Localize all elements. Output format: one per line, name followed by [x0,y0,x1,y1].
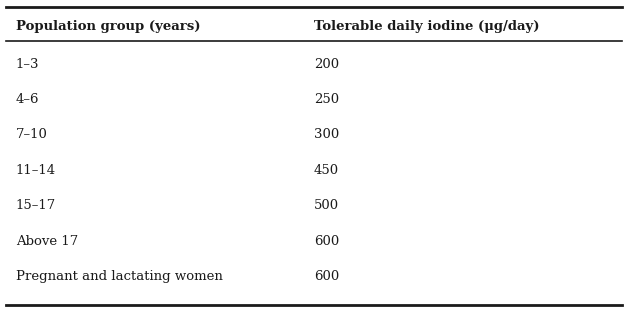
Text: 250: 250 [314,93,339,106]
Text: 600: 600 [314,270,339,283]
Text: 500: 500 [314,199,339,212]
Text: Pregnant and lactating women: Pregnant and lactating women [16,270,222,283]
Text: 200: 200 [314,58,339,71]
Text: 4–6: 4–6 [16,93,39,106]
Text: Tolerable daily iodine (μg/day): Tolerable daily iodine (μg/day) [314,20,539,33]
Text: Population group (years): Population group (years) [16,20,200,33]
Text: 450: 450 [314,164,339,177]
Text: 1–3: 1–3 [16,58,39,71]
Text: Above 17: Above 17 [16,235,78,248]
Text: 15–17: 15–17 [16,199,56,212]
Text: 600: 600 [314,235,339,248]
Text: 300: 300 [314,128,339,142]
Text: 7–10: 7–10 [16,128,48,142]
Text: 11–14: 11–14 [16,164,56,177]
